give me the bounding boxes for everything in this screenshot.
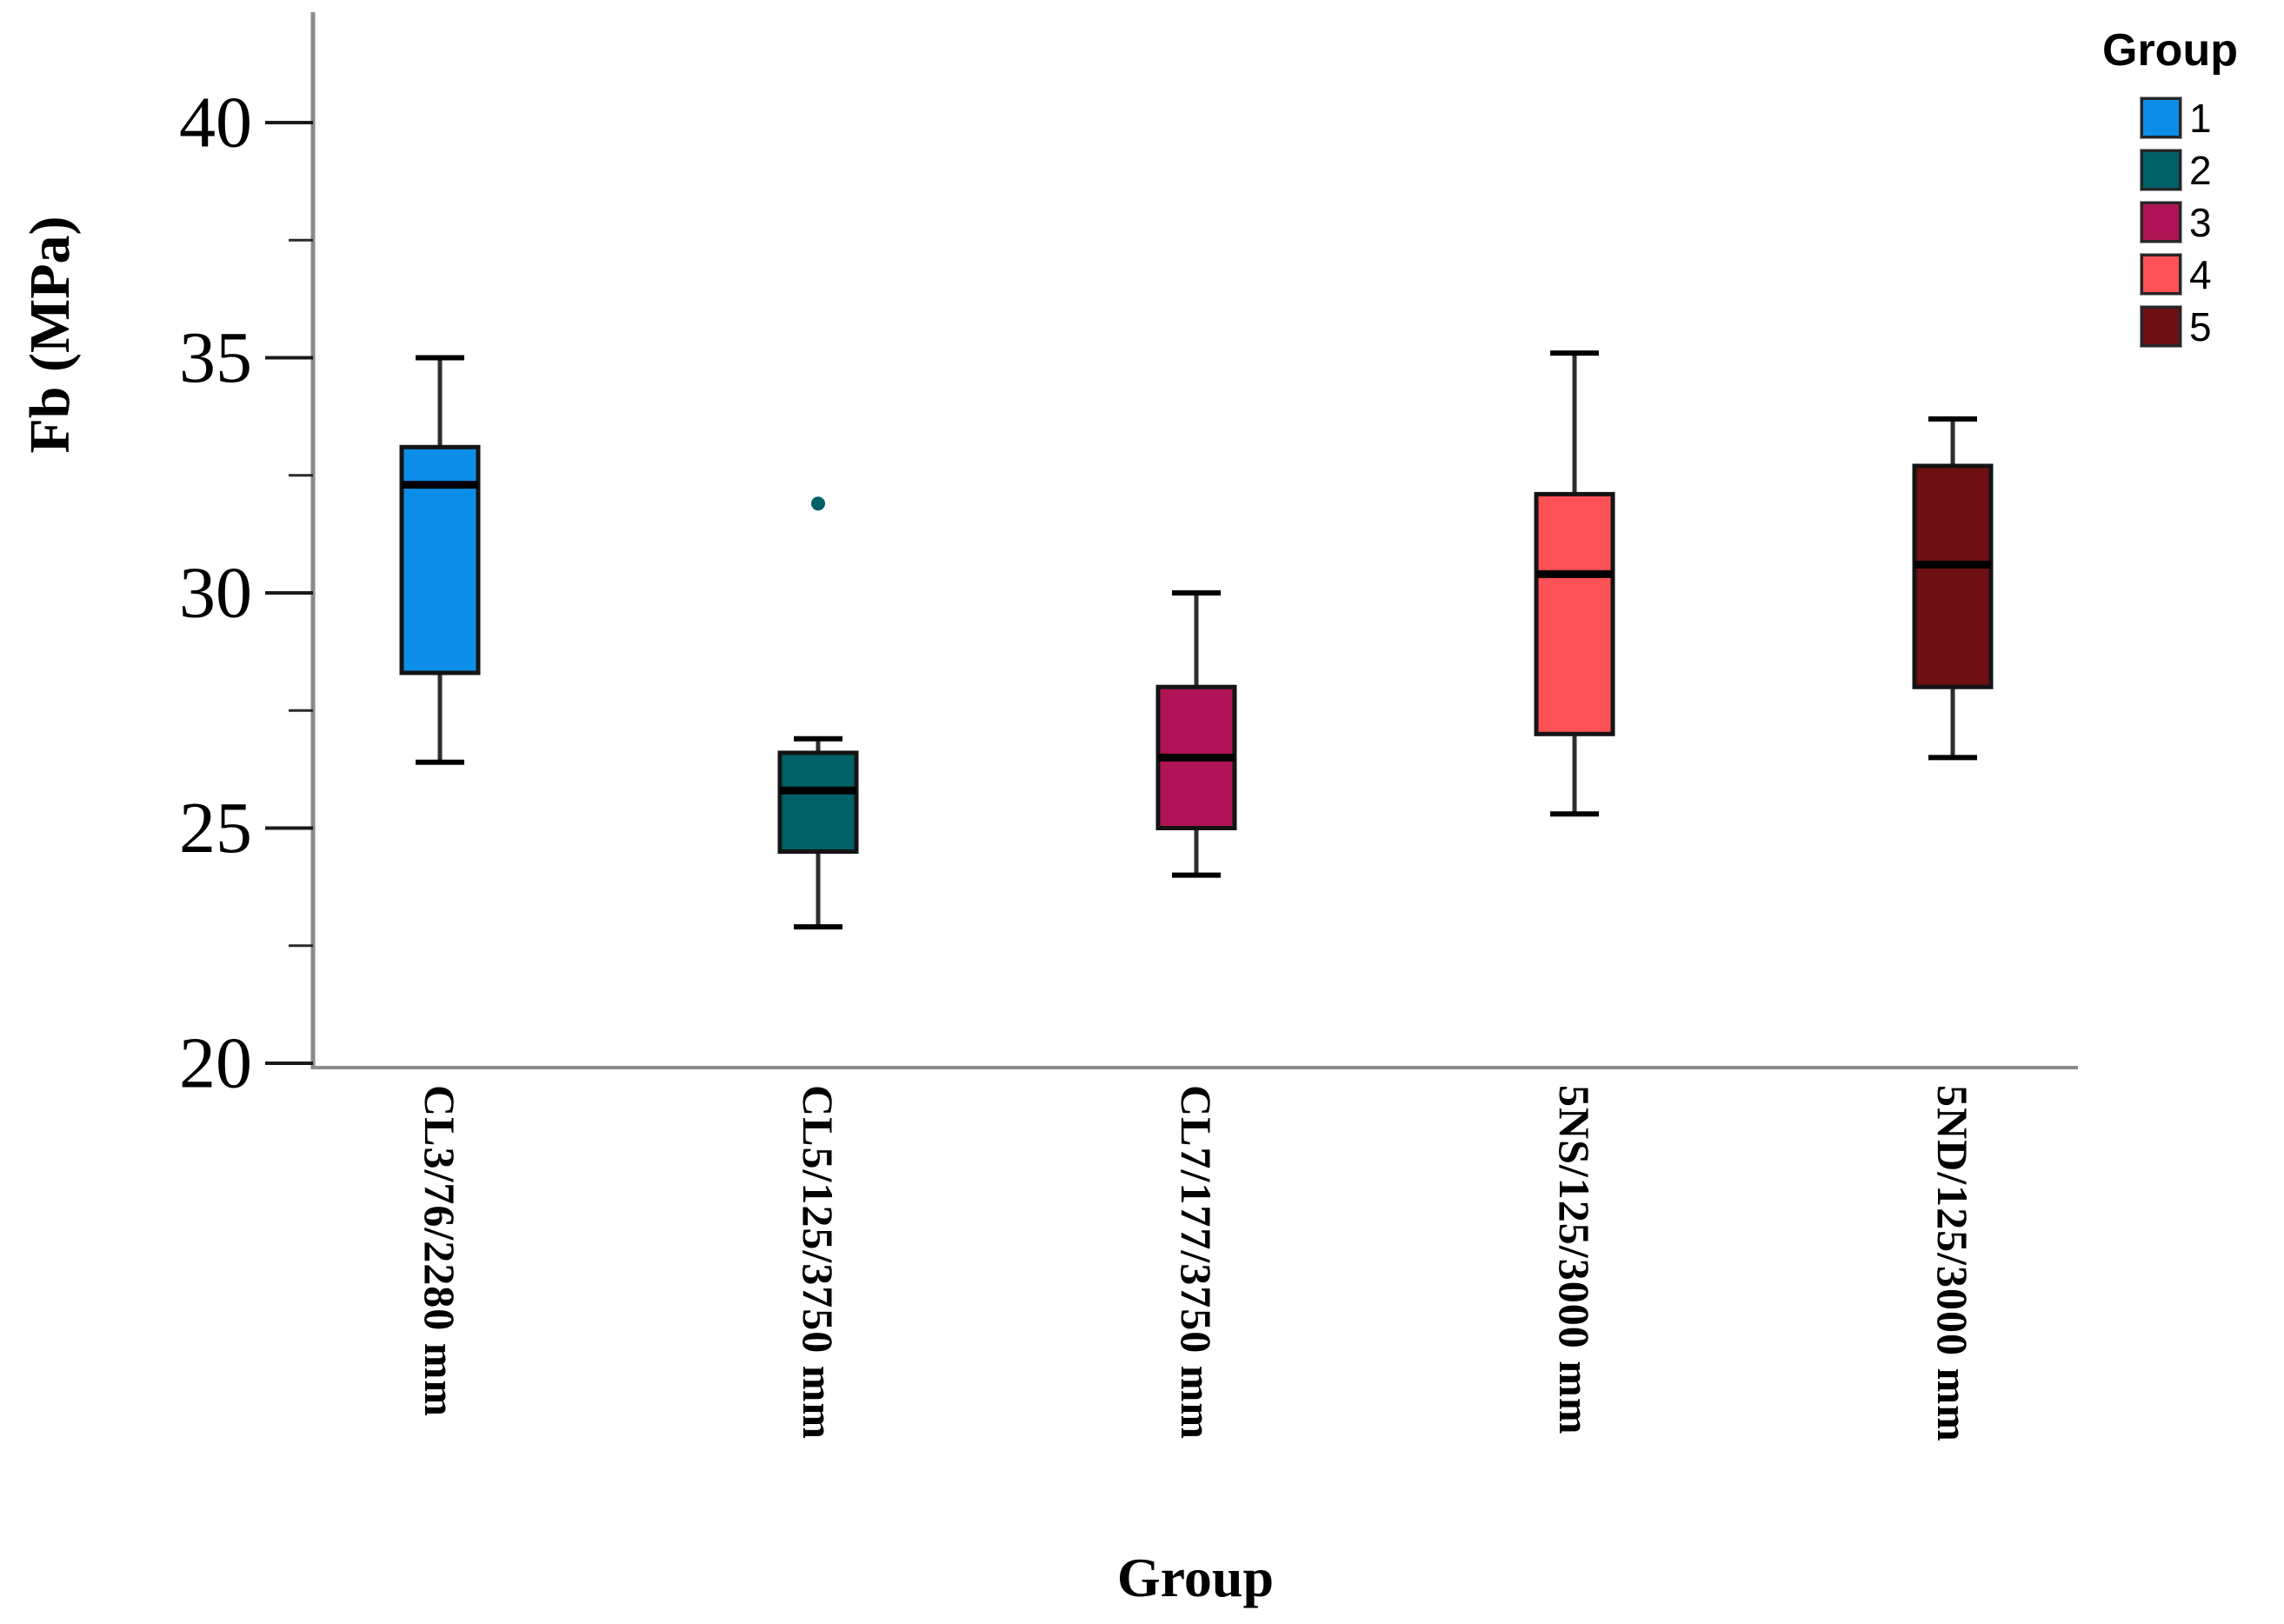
x-category-label-group-3: CL7/177/3750 mm: [1172, 1085, 1221, 1440]
y-tick-label-40: 40: [179, 83, 252, 163]
legend-label-group-2: 2: [2189, 147, 2212, 193]
legend-item-group-4: 4: [2140, 251, 2281, 297]
legend-swatch-group-2: [2140, 149, 2182, 191]
legend-swatch-group-1: [2140, 97, 2182, 139]
y-tick-label-20: 20: [179, 1023, 252, 1104]
y-tick-label-30: 30: [179, 553, 252, 634]
legend-swatch-group-5: [2140, 305, 2182, 348]
legend-item-group-1: 1: [2140, 95, 2281, 141]
legend-label-group-5: 5: [2189, 303, 2212, 349]
y-tick-label-35: 35: [179, 317, 252, 398]
x-category-label-group-5: 5ND/125/3000 mm: [1928, 1085, 1977, 1442]
legend-item-group-2: 2: [2140, 147, 2281, 193]
box-group-5: [1912, 463, 1994, 689]
box-group-4: [1534, 491, 1615, 736]
x-axis-title: Group: [1116, 1547, 1275, 1608]
legend-label-group-1: 1: [2189, 95, 2212, 141]
y-tick-label-25: 25: [179, 788, 252, 869]
legend-swatch-group-4: [2140, 253, 2182, 296]
legend-label-group-3: 3: [2189, 199, 2212, 245]
x-category-label-group-1: CL3/76/2280 mm: [416, 1085, 464, 1417]
legend: Group 1 2 3 4 5: [2102, 24, 2281, 358]
x-category-label-group-2: CL5/125/3750 mm: [794, 1085, 842, 1440]
legend-swatch-group-3: [2140, 201, 2182, 243]
legend-title: Group: [2102, 25, 2238, 76]
legend-item-group-5: 5: [2140, 303, 2281, 349]
legend-item-group-3: 3: [2140, 199, 2281, 245]
x-category-label-group-4: 5NS/125/3000 mm: [1550, 1085, 1599, 1435]
y-axis-title: Fb (MPa): [18, 216, 82, 454]
legend-label-group-4: 4: [2189, 251, 2212, 297]
box-group-2: [777, 750, 859, 855]
outlier-group-2-0: [811, 496, 825, 511]
